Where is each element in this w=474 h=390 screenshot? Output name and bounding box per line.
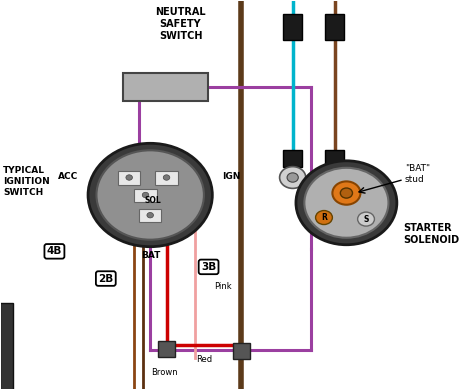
Circle shape xyxy=(142,192,149,198)
Text: ACC: ACC xyxy=(57,172,78,181)
FancyBboxPatch shape xyxy=(158,341,175,357)
Circle shape xyxy=(329,173,340,182)
Circle shape xyxy=(340,188,353,198)
Circle shape xyxy=(147,213,154,218)
FancyBboxPatch shape xyxy=(233,343,250,359)
Circle shape xyxy=(88,143,212,247)
FancyBboxPatch shape xyxy=(0,303,13,390)
Text: 4B: 4B xyxy=(47,246,62,256)
Circle shape xyxy=(97,150,204,240)
Circle shape xyxy=(322,167,348,188)
Text: NEUTRAL
SAFETY
SWITCH: NEUTRAL SAFETY SWITCH xyxy=(155,7,206,41)
Text: TYPICAL
IGNITION
SWITCH: TYPICAL IGNITION SWITCH xyxy=(3,166,50,197)
FancyBboxPatch shape xyxy=(325,14,344,40)
Circle shape xyxy=(357,212,374,226)
FancyBboxPatch shape xyxy=(139,209,162,222)
FancyBboxPatch shape xyxy=(134,189,157,202)
Circle shape xyxy=(287,173,298,182)
Circle shape xyxy=(280,167,306,188)
Text: 3B: 3B xyxy=(201,262,216,272)
Circle shape xyxy=(163,175,170,180)
Circle shape xyxy=(296,161,397,245)
Circle shape xyxy=(304,168,389,238)
Text: BAT: BAT xyxy=(141,251,161,260)
FancyBboxPatch shape xyxy=(118,171,140,184)
FancyBboxPatch shape xyxy=(283,150,302,167)
Text: Brown: Brown xyxy=(151,368,178,377)
Text: STARTER
SOLENOID: STARTER SOLENOID xyxy=(403,223,459,245)
Text: 2B: 2B xyxy=(98,273,113,284)
Circle shape xyxy=(126,175,132,180)
Circle shape xyxy=(332,181,360,205)
FancyBboxPatch shape xyxy=(123,73,208,101)
Text: Pink: Pink xyxy=(214,282,231,291)
Text: Red: Red xyxy=(196,355,212,364)
Text: R: R xyxy=(321,213,327,222)
Text: S: S xyxy=(364,215,369,223)
FancyBboxPatch shape xyxy=(325,150,344,167)
Text: SOL: SOL xyxy=(144,196,161,205)
Text: "BAT"
stud: "BAT" stud xyxy=(405,163,430,184)
Circle shape xyxy=(316,211,332,225)
FancyBboxPatch shape xyxy=(155,171,178,184)
Text: IGN: IGN xyxy=(223,172,241,181)
FancyBboxPatch shape xyxy=(283,14,302,40)
